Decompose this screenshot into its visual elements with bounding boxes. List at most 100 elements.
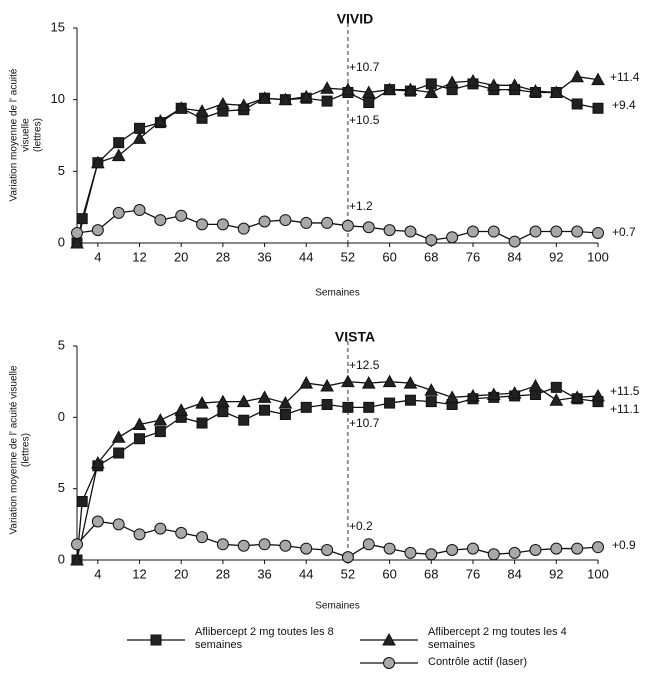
annotation: +10.5	[349, 113, 380, 127]
data-point	[112, 206, 125, 219]
data-point	[237, 539, 250, 552]
data-point	[550, 381, 562, 393]
data-point	[363, 97, 375, 109]
data-point	[445, 75, 459, 88]
data-point	[236, 394, 251, 408]
data-point	[549, 85, 564, 98]
data-point	[132, 131, 147, 144]
y-tick-label: 10	[51, 91, 65, 106]
data-point	[279, 408, 291, 420]
data-point	[342, 401, 354, 413]
data-point	[424, 85, 439, 98]
legend-label: Aflibercept 2 mg toutes les 8 semaines	[195, 626, 334, 651]
y-tick-label: 0	[58, 234, 65, 249]
data-point	[320, 378, 334, 392]
data-point	[195, 396, 209, 409]
data-point	[361, 376, 376, 389]
legend-marker	[383, 657, 395, 669]
data-point	[174, 403, 189, 416]
annotation: +11.4	[610, 70, 640, 84]
data-point	[113, 447, 125, 459]
x-tick-label: 60	[382, 566, 396, 581]
data-point	[153, 413, 168, 426]
data-point	[174, 101, 189, 114]
chart-title: VIVID	[337, 11, 374, 27]
x-tick-label: 84	[507, 249, 521, 264]
y-axis-label: (lettres)	[21, 433, 32, 467]
data-point	[300, 401, 312, 413]
x-tick-label: 60	[382, 249, 396, 264]
data-point	[113, 137, 125, 149]
data-point	[133, 204, 146, 217]
data-point	[424, 383, 439, 396]
data-point	[363, 401, 375, 413]
y-axis-label: Variation moyenne de l' acuité visuelle	[9, 365, 20, 534]
data-point	[487, 548, 500, 561]
data-point	[592, 541, 604, 554]
data-point	[134, 433, 146, 445]
x-tick-label: 20	[174, 249, 188, 264]
data-point	[487, 225, 500, 238]
annotation: +12.5	[349, 358, 380, 372]
x-tick-label: 76	[466, 566, 480, 581]
data-point	[71, 226, 83, 239]
data-point	[321, 95, 333, 107]
data-point	[321, 544, 334, 557]
data-point	[321, 398, 333, 410]
data-point	[216, 96, 230, 110]
data-point	[403, 82, 418, 96]
x-tick-label: 84	[507, 566, 521, 581]
data-point	[382, 374, 397, 388]
data-point	[196, 218, 209, 231]
data-point	[70, 552, 84, 566]
data-point	[508, 235, 521, 248]
y-tick-label: 5	[58, 480, 65, 495]
x-tick-label: 52	[341, 249, 355, 264]
data-point	[76, 496, 88, 508]
x-tick-label: 4	[94, 566, 101, 581]
data-point	[507, 78, 522, 91]
legend-marker	[382, 632, 396, 646]
annotation: +11.1	[610, 402, 640, 416]
y-tick-label: 15	[51, 19, 65, 34]
annotation: +11.5	[610, 384, 640, 398]
data-point	[571, 542, 584, 555]
data-point	[216, 394, 230, 408]
data-point	[299, 89, 314, 103]
data-point	[70, 235, 84, 249]
data-point	[592, 226, 604, 239]
y-axis-label: (lettres)	[33, 118, 44, 152]
data-point	[91, 224, 104, 237]
data-point	[571, 225, 584, 238]
data-point	[592, 102, 604, 114]
annotation: +9.4	[612, 98, 636, 112]
chart-title: VISTA	[335, 329, 375, 345]
data-point	[486, 78, 501, 91]
data-point	[425, 548, 438, 561]
data-point	[403, 376, 418, 389]
data-point	[466, 388, 480, 402]
data-point	[591, 388, 605, 402]
data-point	[486, 387, 501, 401]
x-tick-label: 68	[424, 566, 438, 581]
data-point	[278, 396, 293, 409]
data-point	[112, 518, 125, 531]
data-point	[591, 72, 605, 86]
data-point	[300, 216, 313, 229]
legend-marker	[150, 634, 162, 646]
x-axis-label: Semaines	[315, 288, 359, 299]
data-point	[258, 215, 271, 228]
data-point	[529, 225, 542, 238]
data-point	[529, 544, 542, 557]
data-point	[76, 213, 88, 225]
data-point	[299, 376, 314, 389]
data-point	[425, 234, 438, 247]
annotation: +0.2	[349, 519, 373, 533]
data-point	[154, 522, 167, 535]
data-point	[259, 404, 271, 416]
x-tick-label: 36	[257, 566, 271, 581]
data-point	[466, 73, 480, 87]
y-axis-label: visuelle	[21, 118, 32, 152]
y-axis-label: Variation moyenne de l' acuité	[9, 68, 20, 201]
data-point	[257, 390, 272, 403]
